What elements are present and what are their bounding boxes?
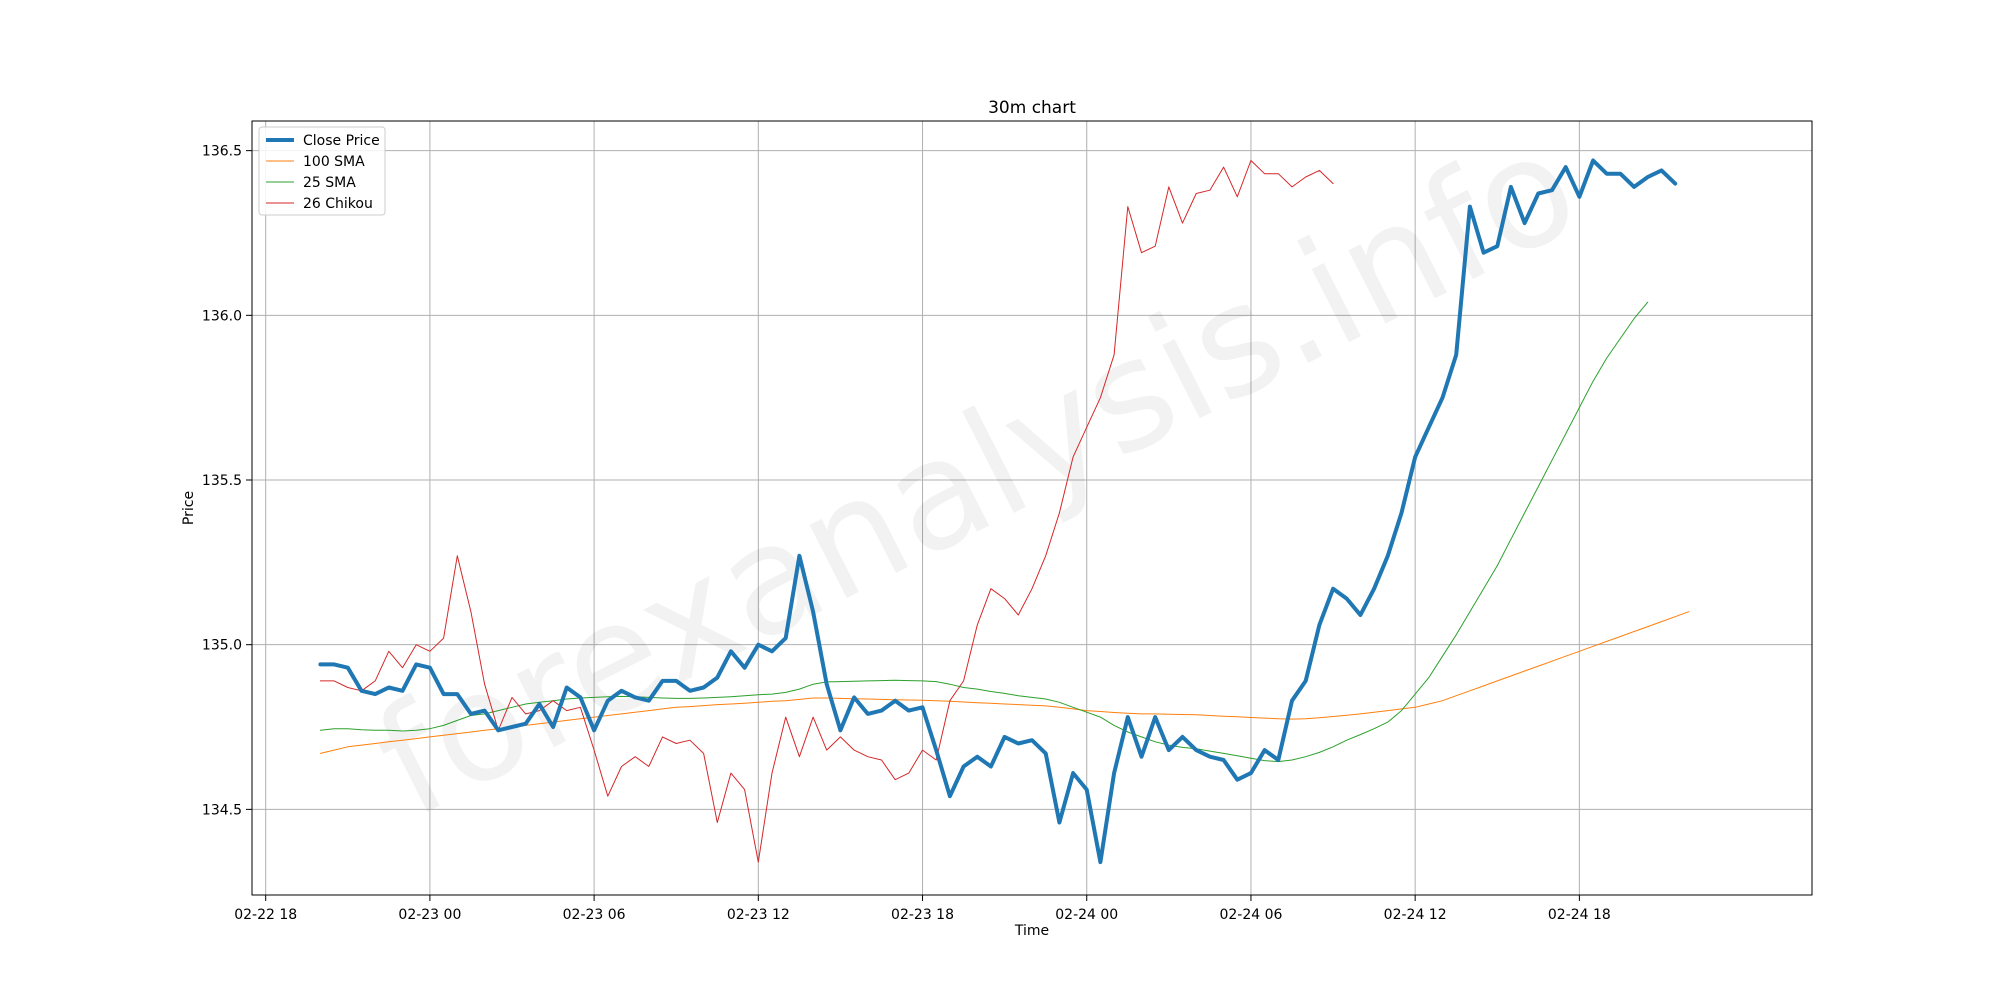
x-tick-label: 02-24 18 [1548,907,1611,923]
y-axis-title: Price [181,491,197,525]
legend-label: 100 SMA [303,154,365,170]
y-tick-label: 136.0 [202,308,242,324]
series-line-close-price [318,158,1678,865]
x-tick-label: 02-23 12 [727,907,790,923]
legend: Close Price 100 SMA 25 SMA 26 Chikou [258,126,386,216]
x-tick-label: 02-23 06 [563,907,626,923]
y-tick-label: 136.5 [202,144,242,160]
x-axis-title: Time [1014,923,1049,939]
x-tick-label: 02-24 06 [1219,907,1282,923]
x-tick-label: 02-24 12 [1384,907,1447,923]
legend-label: 26 Chikou [303,196,373,212]
legend-label: 25 SMA [303,175,356,191]
y-tick-label: 135.0 [202,638,242,654]
x-axis: 02-22 18 02-23 00 02-23 06 02-23 12 02-23 18… [234,895,1611,923]
series-layer [318,158,1690,865]
series-line-26-chikou [319,160,1334,863]
chart-title: 30m chart [988,98,1076,118]
y-tick-label: 135.5 [202,473,242,489]
plot-frame [251,120,1813,896]
series-line-25-sma [319,301,1649,763]
x-tick-label: 02-23 00 [398,907,461,923]
x-tick-label: 02-22 18 [234,907,297,923]
x-tick-label: 02-24 00 [1055,907,1118,923]
grid [252,121,1812,895]
legend-label: Close Price [303,133,380,149]
legend-box [258,126,386,216]
y-axis: 134.5 135.0 135.5 136.0 136.5 [202,144,252,818]
x-tick-label: 02-23 18 [891,907,954,923]
y-tick-label: 134.5 [202,802,242,818]
